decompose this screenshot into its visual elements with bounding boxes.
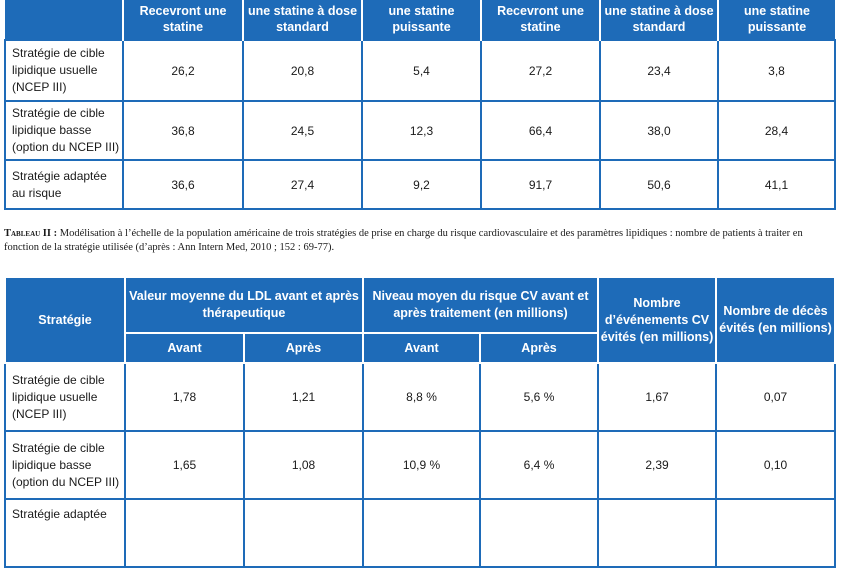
- strategy-outcomes-table: Stratégie Valeur moyenne du LDL avant et…: [4, 276, 837, 568]
- header-cell: une statine à dose standard: [242, 0, 362, 40]
- table-cell: 27,4: [242, 159, 363, 210]
- header-cell: Recevront une statine: [122, 0, 243, 40]
- caption-title: Tableau II :: [4, 228, 58, 239]
- header-strategie: Stratégie: [4, 276, 126, 364]
- table-cell: 36,6: [122, 159, 244, 210]
- table-subheader-row: Avant Après Avant Après: [5, 332, 835, 364]
- table-cell: 0,07: [715, 362, 837, 432]
- header-cv-risk: Niveau moyen du risque CV avant et après…: [362, 276, 600, 334]
- table-cell: 1,65: [124, 430, 245, 500]
- table-cell: 26,2: [122, 39, 244, 102]
- header-deaths: Nombre de décès évités (en millions): [715, 276, 837, 364]
- table-cell: [124, 498, 245, 568]
- table-cell: 9,2: [361, 159, 482, 210]
- table-row: Stratégie de cible lipidique basse (opti…: [4, 100, 836, 161]
- table-cell: 41,1: [717, 159, 836, 210]
- table-row: Stratégie de cible lipidique usuelle (NC…: [4, 39, 836, 102]
- table-cell: 91,7: [480, 159, 601, 210]
- table-header-row: Stratégie Valeur moyenne du LDL avant et…: [4, 276, 837, 364]
- header-cell: Recevront une statine: [480, 0, 600, 40]
- header-cell: une statine puissante: [361, 0, 481, 40]
- table-cell: 8,8 %: [362, 362, 482, 432]
- statin-patients-table: Recevront une statine une statine à dose…: [4, 0, 836, 210]
- subheader-ldl-apres: Après: [242, 332, 365, 364]
- header-cv-events: Nombre d’événements CV évités (en millio…: [597, 276, 718, 364]
- table-cell: 66,4: [480, 100, 601, 161]
- table-cell: 28,4: [717, 100, 836, 161]
- table-cell: 6,4 %: [479, 430, 600, 500]
- row-label: Stratégie de cible lipidique basse (opti…: [4, 100, 124, 161]
- table-cell: [479, 498, 600, 568]
- table-cell: 1,21: [242, 362, 365, 432]
- table-cell: 12,3: [361, 100, 482, 161]
- table-cell: 3,8: [717, 39, 836, 102]
- table-cell: [362, 498, 482, 568]
- caption-text: Modélisation à l’échelle de la populatio…: [4, 228, 803, 253]
- table-cell: 1,78: [124, 362, 245, 432]
- table-header-row: Recevront une statine une statine à dose…: [5, 0, 835, 40]
- table-row: Stratégie adaptée au risque 36,6 27,4 9,…: [4, 159, 836, 210]
- table-cell: 27,2: [480, 39, 601, 102]
- subheader-cv-apres: Après: [479, 332, 600, 364]
- header-ldl: Valeur moyenne du LDL avant et après thé…: [123, 276, 365, 334]
- table-cell: 5,6 %: [479, 362, 600, 432]
- table-cell: [597, 498, 718, 568]
- header-cell: une statine à dose standard: [599, 0, 718, 40]
- row-label: Stratégie adaptée au risque: [4, 159, 124, 210]
- row-label: Stratégie adaptée: [4, 498, 126, 568]
- subheader-ldl-avant: Avant: [124, 332, 245, 364]
- table-cell: [242, 498, 365, 568]
- header-cell: [5, 0, 123, 40]
- table-caption: Tableau II : Modélisation à l’échelle de…: [4, 227, 838, 255]
- table-row: Stratégie de cible lipidique usuelle (NC…: [4, 362, 837, 432]
- table-cell: 10,9 %: [362, 430, 482, 500]
- row-label: Stratégie de cible lipidique usuelle (NC…: [4, 362, 126, 432]
- header-cell: une statine puissante: [717, 0, 835, 40]
- table-cell: 0,10: [715, 430, 837, 500]
- table-cell: 50,6: [599, 159, 719, 210]
- table-cell: 20,8: [242, 39, 363, 102]
- table-cell: 2,39: [597, 430, 718, 500]
- table-cell: [715, 498, 837, 568]
- table-cell: 1,08: [242, 430, 365, 500]
- table-row: Stratégie de cible lipidique basse (opti…: [4, 430, 837, 500]
- row-label: Stratégie de cible lipidique usuelle (NC…: [4, 39, 124, 102]
- table-row: Stratégie adaptée: [4, 498, 837, 568]
- table-cell: 38,0: [599, 100, 719, 161]
- table-cell: 5,4: [361, 39, 482, 102]
- table-cell: 1,67: [597, 362, 718, 432]
- table-cell: 24,5: [242, 100, 363, 161]
- subheader-cv-avant: Avant: [362, 332, 482, 364]
- table-cell: 36,8: [122, 100, 244, 161]
- table-cell: 23,4: [599, 39, 719, 102]
- row-label: Stratégie de cible lipidique basse (opti…: [4, 430, 126, 500]
